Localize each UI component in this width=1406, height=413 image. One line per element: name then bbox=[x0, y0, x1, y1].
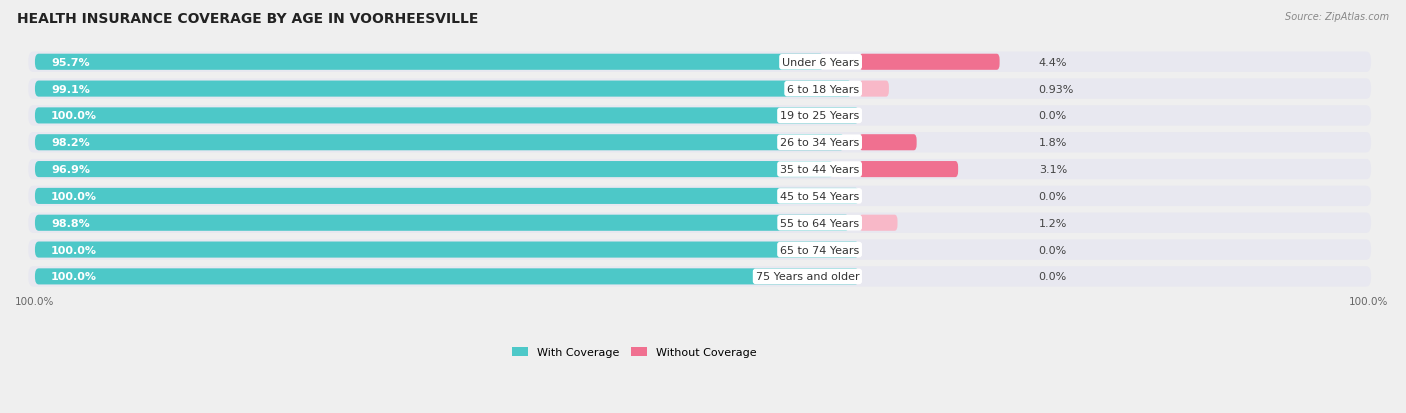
FancyBboxPatch shape bbox=[859, 81, 889, 97]
Text: 19 to 25 Years: 19 to 25 Years bbox=[780, 111, 859, 121]
Text: 0.93%: 0.93% bbox=[1039, 84, 1074, 94]
Text: 6 to 18 Years: 6 to 18 Years bbox=[787, 84, 859, 94]
Text: 0.0%: 0.0% bbox=[1039, 111, 1067, 121]
Text: 55 to 64 Years: 55 to 64 Years bbox=[780, 218, 859, 228]
FancyBboxPatch shape bbox=[28, 52, 1371, 73]
Text: 3.1%: 3.1% bbox=[1039, 165, 1067, 175]
FancyBboxPatch shape bbox=[859, 161, 957, 178]
Text: 4.4%: 4.4% bbox=[1039, 58, 1067, 68]
Text: 35 to 44 Years: 35 to 44 Years bbox=[780, 165, 859, 175]
Text: 100.0%: 100.0% bbox=[15, 297, 55, 306]
Text: 65 to 74 Years: 65 to 74 Years bbox=[780, 245, 859, 255]
FancyBboxPatch shape bbox=[35, 81, 852, 97]
Text: 45 to 54 Years: 45 to 54 Years bbox=[780, 192, 859, 202]
Legend: With Coverage, Without Coverage: With Coverage, Without Coverage bbox=[508, 342, 761, 362]
FancyBboxPatch shape bbox=[28, 133, 1371, 153]
Text: 100.0%: 100.0% bbox=[1348, 297, 1388, 306]
Text: 0.0%: 0.0% bbox=[1039, 245, 1067, 255]
FancyBboxPatch shape bbox=[35, 215, 849, 231]
Text: 100.0%: 100.0% bbox=[51, 111, 97, 121]
Text: 1.2%: 1.2% bbox=[1039, 218, 1067, 228]
Text: 26 to 34 Years: 26 to 34 Years bbox=[780, 138, 859, 148]
Text: Under 6 Years: Under 6 Years bbox=[782, 58, 859, 68]
FancyBboxPatch shape bbox=[28, 106, 1371, 126]
FancyBboxPatch shape bbox=[859, 55, 1000, 71]
FancyBboxPatch shape bbox=[35, 55, 824, 71]
FancyBboxPatch shape bbox=[28, 79, 1371, 100]
Text: 75 Years and older: 75 Years and older bbox=[755, 272, 859, 282]
FancyBboxPatch shape bbox=[35, 269, 859, 285]
FancyBboxPatch shape bbox=[35, 108, 859, 124]
FancyBboxPatch shape bbox=[859, 215, 897, 231]
Text: 1.8%: 1.8% bbox=[1039, 138, 1067, 148]
FancyBboxPatch shape bbox=[28, 159, 1371, 180]
FancyBboxPatch shape bbox=[28, 266, 1371, 287]
FancyBboxPatch shape bbox=[35, 188, 859, 204]
FancyBboxPatch shape bbox=[28, 186, 1371, 206]
Text: 0.0%: 0.0% bbox=[1039, 272, 1067, 282]
Text: 98.2%: 98.2% bbox=[51, 138, 90, 148]
Text: 0.0%: 0.0% bbox=[1039, 192, 1067, 202]
Text: 100.0%: 100.0% bbox=[51, 245, 97, 255]
Text: 99.1%: 99.1% bbox=[51, 84, 90, 94]
FancyBboxPatch shape bbox=[35, 161, 834, 178]
FancyBboxPatch shape bbox=[28, 213, 1371, 233]
Text: 96.9%: 96.9% bbox=[51, 165, 90, 175]
FancyBboxPatch shape bbox=[28, 240, 1371, 260]
Text: 98.8%: 98.8% bbox=[51, 218, 90, 228]
Text: 100.0%: 100.0% bbox=[51, 272, 97, 282]
Text: 95.7%: 95.7% bbox=[51, 58, 90, 68]
Text: HEALTH INSURANCE COVERAGE BY AGE IN VOORHEESVILLE: HEALTH INSURANCE COVERAGE BY AGE IN VOOR… bbox=[17, 12, 478, 26]
FancyBboxPatch shape bbox=[35, 242, 859, 258]
FancyBboxPatch shape bbox=[859, 135, 917, 151]
Text: 100.0%: 100.0% bbox=[51, 192, 97, 202]
FancyBboxPatch shape bbox=[35, 135, 845, 151]
Text: Source: ZipAtlas.com: Source: ZipAtlas.com bbox=[1285, 12, 1389, 22]
